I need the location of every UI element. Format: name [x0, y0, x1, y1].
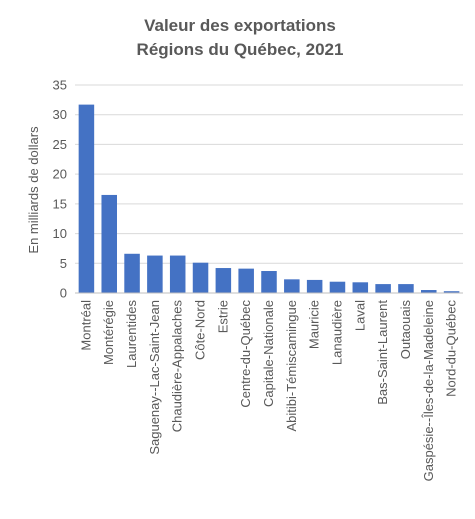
- bar: [101, 194, 117, 293]
- y-tick-label: 35: [53, 78, 67, 93]
- bar: [124, 253, 140, 293]
- bar: [78, 104, 95, 294]
- y-tick-label: 20: [53, 167, 67, 182]
- x-tick-label: Nord-du-Québec: [444, 300, 459, 397]
- x-tick-label: Centre-du-Québec: [238, 300, 253, 408]
- bar: [421, 290, 437, 293]
- x-tick-label: Capitale-Nationale: [261, 300, 276, 407]
- x-axis-ticks: Montréal Montérégie Laurentides Saguenay--L…: [78, 300, 458, 482]
- bar: [192, 262, 209, 293]
- y-axis-ticks: 0 5 10 15 20 25 30 35: [53, 78, 67, 301]
- bar: [329, 281, 346, 293]
- bar: [261, 271, 277, 293]
- chart-subtitle: Régions du Québec, 2021: [137, 40, 344, 59]
- x-tick-label: Côte-Nord: [193, 300, 208, 360]
- x-tick-label: Montérégie: [101, 300, 116, 365]
- x-tick-label: Abitibi-Témiscamingue: [284, 300, 299, 432]
- bar: [398, 284, 414, 293]
- x-tick-label: Montréal: [78, 300, 93, 351]
- x-tick-label: Bas-Saint-Laurent: [375, 300, 390, 405]
- bar: [215, 268, 232, 293]
- bar: [169, 255, 186, 293]
- bar: [306, 279, 323, 293]
- chart-title: Valeur des exportations: [144, 16, 336, 35]
- y-tick-label: 10: [53, 226, 67, 241]
- y-tick-label: 15: [53, 196, 67, 211]
- bar: [443, 291, 460, 293]
- bars: [78, 104, 460, 294]
- x-tick-label: Lanaudière: [329, 300, 344, 365]
- bar: [352, 282, 369, 293]
- bar: [147, 255, 163, 293]
- y-tick-label: 30: [53, 107, 67, 122]
- bar: [238, 268, 254, 293]
- x-tick-label: Mauricie: [307, 300, 322, 349]
- x-tick-label: Gaspésie--Îles-de-la-Madeleine: [421, 300, 436, 481]
- y-axis-label: En milliards de dollars: [26, 126, 41, 254]
- y-tick-label: 0: [60, 286, 67, 301]
- y-tick-label: 5: [60, 256, 67, 271]
- x-tick-label: Outaouais: [398, 300, 413, 360]
- gridlines: [75, 84, 463, 264]
- x-tick-label: Chaudière-Appalaches: [170, 300, 185, 433]
- x-tick-label: Laurentides: [124, 300, 139, 368]
- bar: [284, 279, 300, 293]
- x-tick-label: Saguenay--Lac-Saint-Jean: [147, 300, 162, 455]
- x-tick-label: Laval: [352, 300, 367, 331]
- y-tick-label: 25: [53, 137, 67, 152]
- bar: [375, 284, 391, 293]
- x-tick-label: Estrie: [215, 300, 230, 333]
